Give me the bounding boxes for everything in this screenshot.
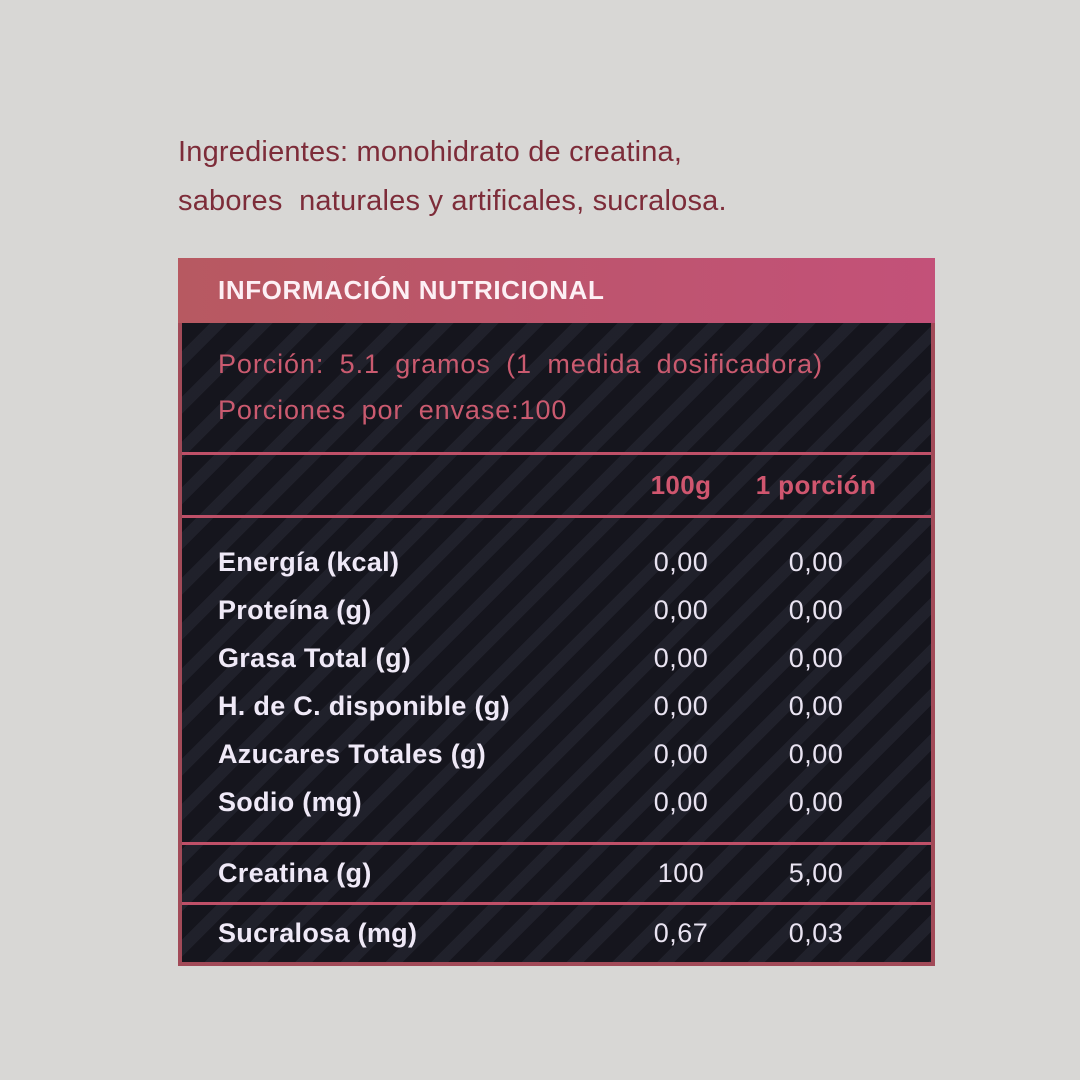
panel-title: INFORMACIÓN NUTRICIONAL — [218, 275, 605, 305]
column-header-porcion: 1 porción — [755, 469, 877, 500]
table-row: Sodio (mg) 0,00 0,00 — [182, 778, 931, 826]
nutrient-value-porcion: 0,00 — [788, 738, 844, 769]
table-row-sucralosa: Sucralosa (mg) 0,67 0,03 — [182, 905, 931, 962]
nutrient-value-porcion: 0,00 — [788, 642, 844, 673]
nutrient-value-porcion: 0,00 — [788, 690, 844, 721]
nutrient-name: Proteína (g) — [218, 594, 372, 625]
nutrient-value-100g: 100 — [657, 858, 705, 888]
table-row: Proteína (g) 0,00 0,00 — [182, 586, 931, 634]
nutrient-value-100g: 0,00 — [653, 738, 709, 769]
nutrient-name: Sodio (mg) — [218, 786, 362, 817]
divider — [182, 842, 931, 845]
divider — [182, 515, 931, 518]
serving-size-line: Porción: 5.1 gramos (1 medida dosificado… — [218, 349, 823, 379]
nutrient-rows: Energía (kcal) 0,00 0,00 Proteína (g) 0,… — [182, 518, 931, 842]
nutrient-value-100g: 0,00 — [653, 546, 709, 577]
nutrient-value-100g: 0,00 — [653, 594, 709, 625]
nutrient-name: Energía (kcal) — [218, 546, 400, 577]
nutrient-name: Creatina (g) — [218, 858, 372, 888]
nutrient-value-porcion: 0,00 — [788, 594, 844, 625]
nutrient-value-100g: 0,00 — [653, 642, 709, 673]
nutrient-name: H. de C. disponible (g) — [218, 690, 510, 721]
table-row: Azucares Totales (g) 0,00 0,00 — [182, 730, 931, 778]
table-row: Grasa Total (g) 0,00 0,00 — [182, 634, 931, 682]
nutrient-value-100g: 0,00 — [653, 786, 709, 817]
nutrient-value-porcion: 0,00 — [788, 786, 844, 817]
table-row: H. de C. disponible (g) 0,00 0,00 — [182, 682, 931, 730]
nutrient-name: Grasa Total (g) — [218, 642, 412, 673]
nutrient-value-porcion: 5,00 — [788, 858, 844, 888]
nutrient-value-porcion: 0,03 — [788, 918, 844, 948]
nutrient-name: Azucares Totales (g) — [218, 738, 487, 769]
table-row: Energía (kcal) 0,00 0,00 — [182, 538, 931, 586]
nutrient-value-porcion: 0,00 — [788, 546, 844, 577]
column-header-100g: 100g — [650, 469, 712, 500]
nutrient-value-100g: 0,00 — [653, 690, 709, 721]
servings-per-container-line: Porciones por envase:100 — [218, 395, 568, 425]
table-row-creatina: Creatina (g) 100 5,00 — [182, 845, 931, 902]
nutrition-facts-panel: INFORMACIÓN NUTRICIONAL Porción: 5.1 gra… — [178, 258, 935, 966]
ingredients-text: Ingredientes: monohidrato de creatina, s… — [178, 136, 727, 217]
nutrient-name: Sucralosa (mg) — [218, 918, 418, 948]
panel-body: Porción: 5.1 gramos (1 medida dosificado… — [178, 323, 935, 966]
column-header-row: 100g 1 porción — [182, 455, 931, 515]
divider — [182, 452, 931, 455]
nutrient-value-100g: 0,67 — [653, 918, 709, 948]
serving-info: Porción: 5.1 gramos (1 medida dosificado… — [182, 323, 931, 452]
panel-header: INFORMACIÓN NUTRICIONAL — [178, 258, 935, 323]
divider — [182, 902, 931, 905]
